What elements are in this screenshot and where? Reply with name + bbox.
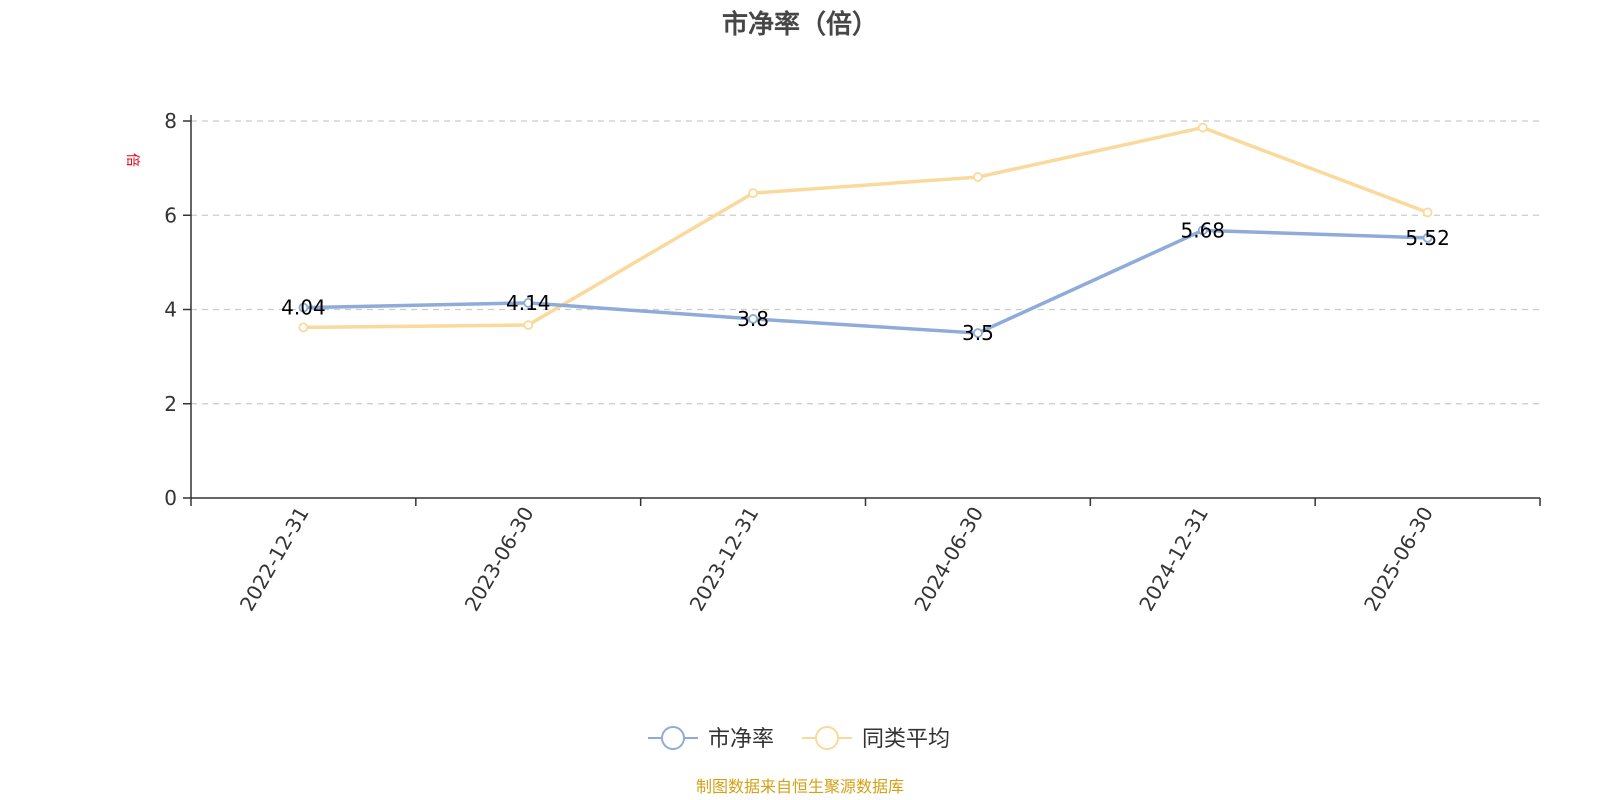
legend-swatch-marker (815, 726, 839, 750)
data-point[interactable] (523, 298, 534, 308)
data-point[interactable] (973, 328, 983, 338)
data-label: 5.68 (1180, 218, 1225, 242)
data-point[interactable] (748, 188, 758, 199)
grid-lines (191, 120, 1540, 405)
legend-label-avg: 同类平均 (862, 727, 950, 752)
x-tick-label: 2023-06-30 (460, 503, 539, 616)
y-tick-label: 0 (164, 486, 177, 510)
x-tick-label: 2025-06-30 (1359, 503, 1438, 616)
y-axis-unit-label: 倍 (124, 153, 140, 167)
data-label: 3.8 (737, 307, 769, 331)
data-label: 5.52 (1405, 226, 1450, 250)
x-tick-label: 2022-12-31 (235, 503, 314, 616)
series-lines (298, 122, 1433, 338)
legend-swatch-marker (661, 726, 685, 750)
data-point[interactable] (748, 314, 758, 324)
series-line-0 (303, 228, 1428, 335)
legend-item-avg[interactable]: 同类平均 (802, 726, 950, 752)
x-tick-label: 2023-12-31 (685, 503, 764, 616)
series-line-1 (303, 125, 1429, 330)
data-point[interactable] (1197, 225, 1208, 236)
legend: 市净率 同类平均 (648, 726, 950, 752)
data-label: 4.14 (506, 291, 551, 315)
data-point[interactable] (523, 320, 534, 330)
data-point[interactable] (1422, 207, 1433, 218)
y-tick-label: 6 (164, 203, 177, 227)
x-tick-label: 2024-06-30 (909, 503, 988, 616)
source-note: 制图数据来自恒生聚源数据库 (696, 777, 904, 796)
data-label: 4.04 (281, 296, 326, 320)
data-point[interactable] (1422, 232, 1433, 243)
legend-label-main: 市净率 (708, 727, 774, 752)
y-tick-label: 8 (164, 109, 177, 133)
data-labels: 4.04 4.14 3.8 3.5 5.68 5.52 (281, 218, 1450, 345)
chart-title: 市净率（倍） (722, 9, 878, 40)
data-point[interactable] (298, 302, 309, 313)
y-tick-label: 2 (164, 392, 177, 416)
x-tick-label: 2024-12-31 (1134, 503, 1213, 616)
data-point[interactable] (298, 322, 309, 333)
y-tick-label: 4 (164, 298, 177, 322)
data-point[interactable] (973, 172, 983, 182)
legend-item-main[interactable]: 市净率 (648, 726, 774, 752)
data-label: 3.5 (962, 321, 994, 345)
data-point[interactable] (1197, 122, 1208, 133)
